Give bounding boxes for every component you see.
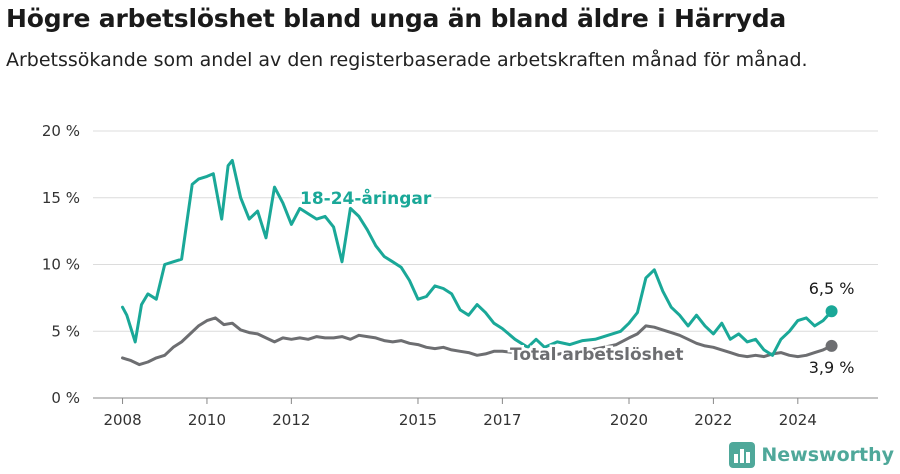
y-tick-label: 5 % [51,322,80,340]
brand-name: Newsworthy [761,444,894,466]
series-labels: 18-24-åringar Total arbetslöshet 6,5 % 3,9 … [298,185,855,377]
newsworthy-brand: Newsworthy [729,442,894,468]
series-line-total [121,316,834,367]
x-tick-label: 2015 [399,411,437,429]
chart-subtitle: Arbetssökande som andel av den registerb… [6,49,808,71]
grid-lines [93,130,878,332]
x-tick-label: 2024 [779,411,817,429]
x-tick-label: 2020 [610,411,648,429]
x-tick-label: 2008 [103,411,141,429]
y-tick-label: 15 % [42,189,80,207]
x-tick-label: 2012 [272,411,310,429]
chart-title: Högre arbetslöshet bland unga än bland ä… [6,4,787,33]
series-end-point-total [825,339,838,352]
series-line-youth [121,158,834,357]
x-tick-label: 2022 [694,411,732,429]
y-tick-label: 0 % [51,389,80,407]
y-tick-label: 10 % [42,256,80,274]
x-tick-label: 2010 [188,411,226,429]
series-label-youth: 18-24-åringar [300,187,432,209]
y-axis-ticks: 0 % 5 % 10 % 15 % 20 % [42,122,80,407]
series-lines [121,158,838,367]
x-tick-label: 2017 [483,411,521,429]
series-label-total: Total arbetslöshet [510,345,684,365]
series-end-point-youth [825,305,838,318]
bar-chart-logo-icon [729,442,756,468]
end-label-total: 3,9 % [809,358,855,377]
x-axis: 2008 2010 2012 2015 2017 2020 2022 2024 [93,397,878,429]
y-tick-label: 20 % [42,122,80,140]
end-label-youth: 6,5 % [809,279,855,298]
